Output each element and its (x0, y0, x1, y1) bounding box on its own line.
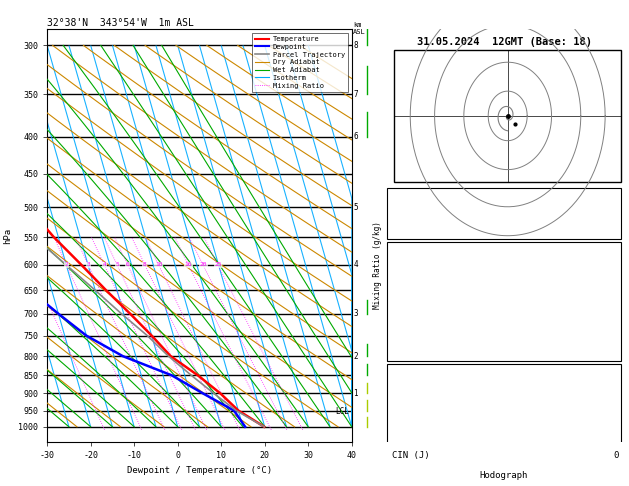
Bar (387, 469, 621, 486)
Text: 15.5: 15.5 (597, 278, 618, 287)
Bar (387, 243, 621, 361)
Text: PW (cm): PW (cm) (392, 224, 430, 233)
Text: LCL: LCL (336, 407, 350, 416)
Text: 31.05.2024  12GMT (Base: 18): 31.05.2024 12GMT (Base: 18) (416, 37, 591, 48)
Text: 25: 25 (214, 262, 222, 267)
Text: Mixing Ratio (g/kg): Mixing Ratio (g/kg) (373, 221, 382, 309)
Text: 5: 5 (353, 203, 358, 212)
Bar (387, 364, 621, 466)
Bar (387, 188, 621, 239)
Text: CIN (J): CIN (J) (392, 346, 430, 355)
Text: km
ASL: km ASL (353, 22, 366, 35)
Text: Dewp (°C): Dewp (°C) (392, 278, 440, 287)
Text: Lifted Index: Lifted Index (392, 417, 457, 426)
Text: 2: 2 (65, 262, 69, 267)
Text: 1.89: 1.89 (597, 224, 618, 233)
Text: 8: 8 (353, 41, 358, 50)
Text: kt: kt (397, 52, 406, 61)
Text: 3: 3 (86, 262, 90, 267)
Text: θₑ(K): θₑ(K) (392, 295, 418, 304)
Text: K: K (392, 190, 398, 199)
Text: Totals Totals: Totals Totals (392, 207, 462, 216)
Text: Most Unstable: Most Unstable (469, 366, 539, 375)
Text: θₑ (K): θₑ (K) (392, 399, 421, 409)
Text: 0: 0 (613, 451, 618, 460)
Text: Pressure (mb): Pressure (mb) (392, 383, 462, 392)
Text: 322: 322 (603, 399, 618, 409)
Text: CIN (J): CIN (J) (392, 451, 430, 460)
Text: 3: 3 (353, 309, 358, 318)
Text: Surface: Surface (485, 244, 523, 253)
Y-axis label: hPa: hPa (4, 227, 13, 244)
Legend: Temperature, Dewpoint, Parcel Trajectory, Dry Adiabat, Wet Adiabat, Isotherm, Mi: Temperature, Dewpoint, Parcel Trajectory… (252, 33, 348, 92)
X-axis label: Dewpoint / Temperature (°C): Dewpoint / Temperature (°C) (127, 466, 272, 475)
Text: 19.9: 19.9 (597, 261, 618, 270)
Text: 9: 9 (613, 190, 618, 199)
Text: CAPE (J): CAPE (J) (392, 329, 435, 338)
Text: 6: 6 (613, 312, 618, 321)
Text: 32°38'N  343°54'W  1m ASL: 32°38'N 343°54'W 1m ASL (47, 18, 194, 28)
Text: 6: 6 (126, 262, 130, 267)
Text: 10: 10 (155, 262, 162, 267)
Text: 8: 8 (143, 262, 147, 267)
Text: Temp (°C): Temp (°C) (392, 261, 440, 270)
Text: 16: 16 (185, 262, 192, 267)
Text: 6: 6 (353, 132, 358, 141)
Text: Lifted Index: Lifted Index (392, 312, 457, 321)
Text: 4: 4 (103, 262, 106, 267)
Text: Hodograph: Hodograph (480, 471, 528, 480)
Bar (394, 50, 621, 182)
Text: 2: 2 (353, 351, 358, 361)
Text: © weatheronline.co.uk: © weatheronline.co.uk (455, 431, 553, 440)
Text: 7: 7 (353, 90, 358, 99)
Text: 0: 0 (613, 434, 618, 443)
Text: CAPE (J): CAPE (J) (392, 434, 435, 443)
Text: 6: 6 (613, 417, 618, 426)
Text: 322: 322 (603, 295, 618, 304)
Text: 20: 20 (199, 262, 207, 267)
Text: 1015: 1015 (597, 383, 618, 392)
Text: 30: 30 (608, 207, 618, 216)
Text: 5: 5 (115, 262, 119, 267)
Text: 0: 0 (613, 329, 618, 338)
Text: 0: 0 (613, 346, 618, 355)
Text: 1: 1 (353, 389, 358, 398)
Text: 4: 4 (353, 260, 358, 269)
